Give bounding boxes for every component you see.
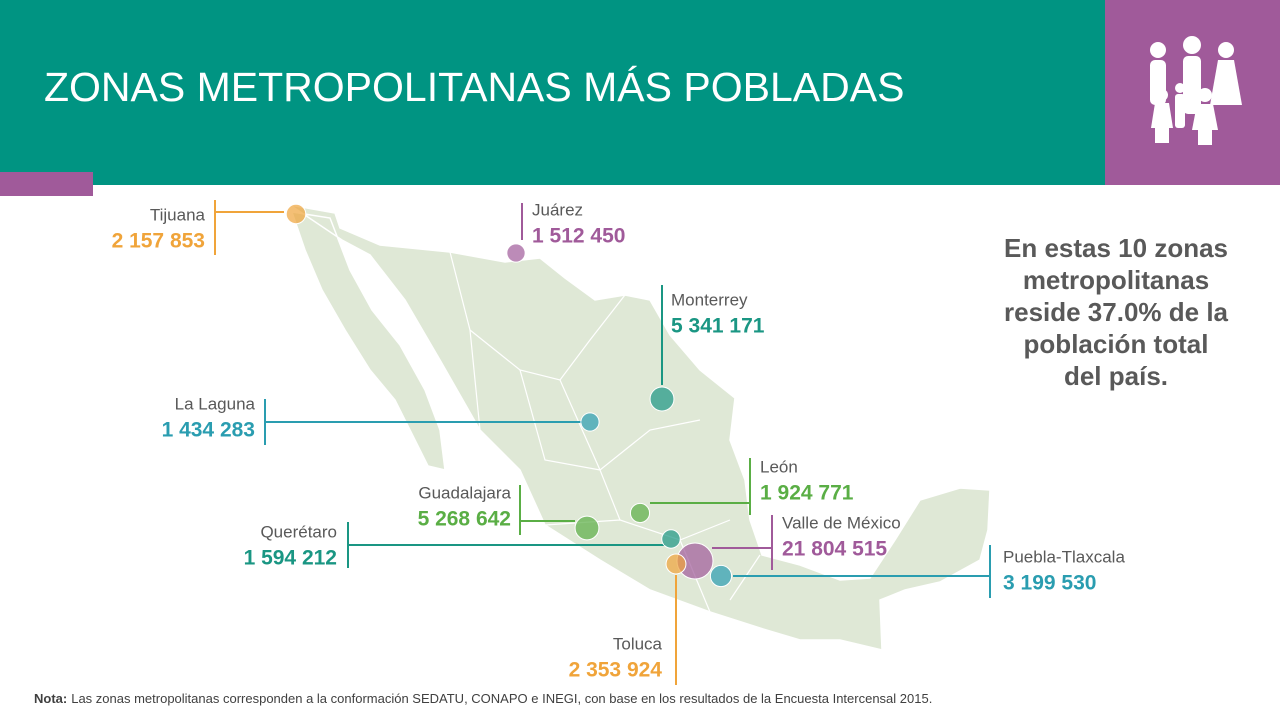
family-icon — [1150, 36, 1242, 145]
leader-line — [712, 515, 773, 570]
zone-marker — [649, 386, 675, 412]
summary-line: En estas 10 zonas — [1004, 233, 1228, 263]
note: Nota: Las zonas metropolitanas correspond… — [34, 691, 932, 706]
map-mexico — [289, 204, 991, 651]
leader-line — [650, 458, 751, 515]
zone-name: Valle de México — [782, 513, 901, 532]
zone-marker — [709, 564, 733, 588]
zone-name: Querétaro — [260, 522, 337, 541]
zone-population: 3 199 530 — [1003, 572, 1096, 595]
note-text: Las zonas metropolitanas corresponden a … — [71, 691, 932, 706]
leader-line — [214, 200, 284, 255]
note-label: Nota: — [34, 691, 67, 706]
zone-name: La Laguna — [175, 394, 256, 413]
zone-population: 2 353 924 — [569, 659, 663, 682]
zone-population: 1 594 212 — [244, 547, 337, 570]
zone-marker — [580, 412, 600, 432]
zone-name: Toluca — [613, 634, 663, 653]
zone-population: 5 341 171 — [671, 315, 765, 338]
zone-population: 1 434 283 — [162, 419, 255, 442]
zone-name: Tijuana — [150, 205, 206, 224]
leader-line — [733, 545, 991, 598]
zone-population: 5 268 642 — [418, 508, 511, 531]
zone-population: 1 924 771 — [760, 482, 854, 505]
zone-population: 1 512 450 — [532, 225, 625, 248]
zone-name: León — [760, 457, 798, 476]
zone-population: 21 804 515 — [782, 538, 887, 561]
zone-marker — [665, 553, 687, 575]
leader-line — [264, 399, 582, 445]
summary-line: población total — [1024, 329, 1209, 359]
summary-line: reside 37.0% de la — [1004, 297, 1229, 327]
title: ZONAS METROPOLITANAS MÁS POBLADAS — [44, 64, 904, 110]
zone-name: Monterrey — [671, 290, 748, 309]
zone-marker — [574, 515, 600, 541]
header-band — [0, 0, 1105, 185]
leader-line — [519, 485, 575, 535]
zone-marker — [506, 243, 526, 263]
zone-name: Guadalajara — [418, 483, 511, 502]
zone-name: Puebla-Tlaxcala — [1003, 547, 1125, 566]
zone-name: Juárez — [532, 200, 583, 219]
summary-line: metropolitanas — [1023, 265, 1209, 295]
zone-marker — [629, 502, 651, 524]
summary-line: del país. — [1064, 361, 1168, 391]
zone-marker — [661, 529, 681, 549]
zone-marker — [285, 203, 307, 225]
zone-population: 2 157 853 — [112, 230, 205, 253]
accent-bar — [0, 172, 93, 196]
leader-line — [347, 522, 665, 568]
